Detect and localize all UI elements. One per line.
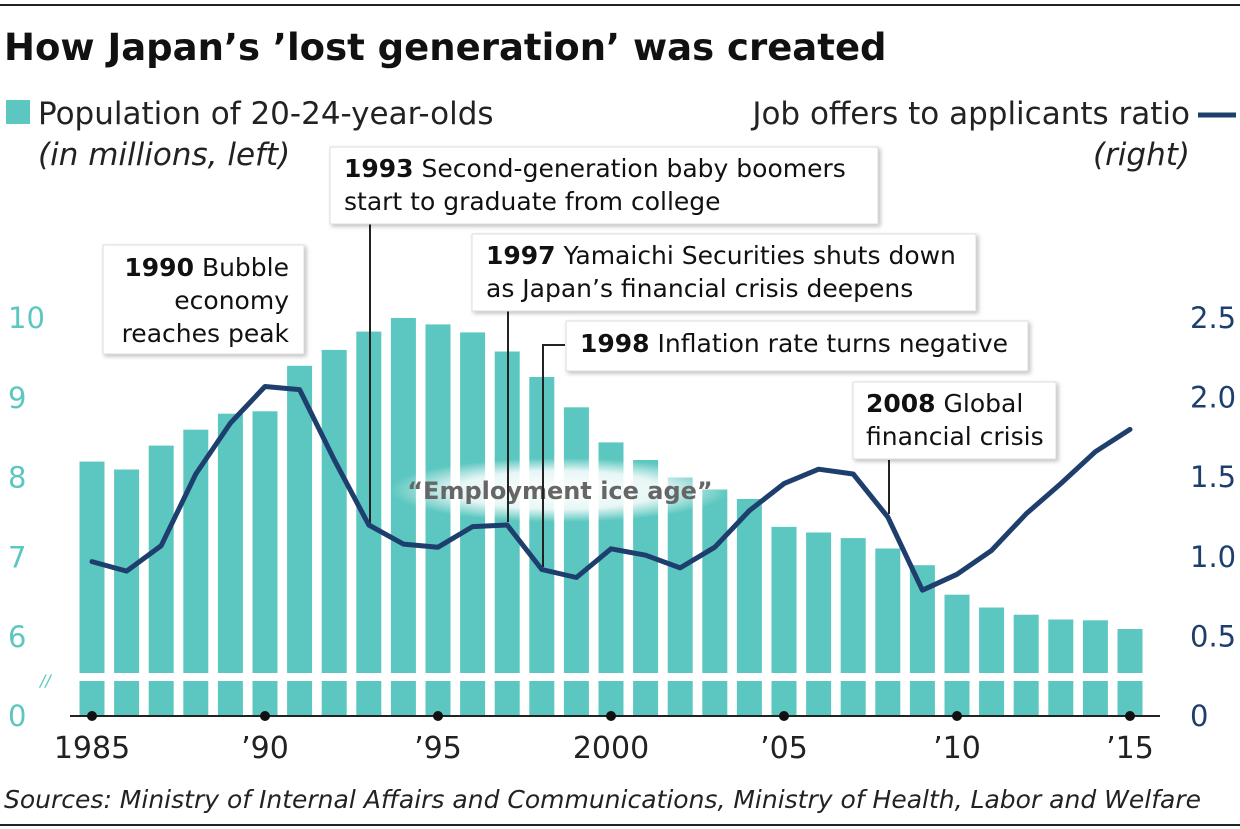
bar-1987 [148, 445, 174, 716]
line-legend-label: Job offers to applicants ratio [750, 96, 1190, 132]
y-left-tick-7: 7 [8, 540, 26, 574]
svg-text:1993 Second-generation baby bo: 1993 Second-generation baby boomers [344, 154, 846, 183]
y-right-tick-2.0: 2.0 [1190, 381, 1236, 415]
x-tick-dot-2000 [606, 711, 616, 721]
x-axis-ticks: 1985 ’90 ’95 2000 ’05 ’10 ’15 [54, 711, 1154, 766]
y-right-tick-1.5: 1.5 [1190, 460, 1236, 494]
bar-1998 [529, 377, 555, 716]
annotation-1993-line2: start to graduate from college [344, 187, 721, 216]
annotation-2008: 2008 Global financial crisis [852, 381, 1057, 460]
svg-text:1997 Yamaichi Securities shuts: 1997 Yamaichi Securities shuts down [486, 241, 956, 270]
bar-1999 [563, 407, 589, 716]
y-left-tick-10: 10 [8, 301, 45, 335]
annotation-1990: 1990 Bubble economy reaches peak [102, 244, 305, 355]
bar-2014 [1082, 620, 1108, 716]
axis-break-mark: // [38, 671, 52, 690]
y-left-tick-9: 9 [8, 381, 26, 415]
axis-break-band [70, 673, 1160, 681]
bottom-rule [0, 824, 1240, 826]
x-tick-label-1995: ’95 [414, 731, 462, 766]
bar-1990 [252, 411, 278, 716]
annotation-1997-year: 1997 [486, 241, 556, 270]
source-note: Sources: Ministry of Internal Affairs an… [4, 785, 1201, 814]
x-tick-label-1990: ’90 [241, 731, 289, 766]
chart-title: How Japan’s ’lost generation’ was create… [4, 26, 887, 69]
bar-2003 [702, 489, 728, 716]
annotation-1990-line2: economy [174, 286, 289, 315]
svg-text:2008 Global: 2008 Global [866, 389, 1023, 418]
annotation-1993-year: 1993 [344, 154, 414, 183]
bar-legend-label: Population of 20-24-year-olds [38, 96, 494, 132]
annotation-1998-line1: Inflation rate turns negative [658, 329, 1009, 358]
job-offers-line [89, 384, 1133, 593]
x-tick-label-2010: ’10 [933, 731, 981, 766]
x-tick-label-1985: 1985 [54, 731, 130, 766]
y-axis-right: 0 0.5 1.0 1.5 2.0 2.5 [1190, 301, 1236, 733]
line-legend-sublabel: (right) [1093, 137, 1190, 173]
x-tick-dot-2010 [952, 711, 962, 721]
annotation-1997-line1: Yamaichi Securities shuts down [563, 241, 956, 270]
annotation-2008-year: 2008 [866, 389, 936, 418]
annotation-2008-line2: financial crisis [866, 422, 1044, 451]
ice-age-glow [390, 458, 730, 522]
annotation-1990-line1: Bubble [202, 253, 289, 282]
annotation-1993-line1: Second-generation baby boomers [422, 154, 846, 183]
x-tick-dot-2015 [1125, 711, 1135, 721]
bar-2011 [979, 607, 1005, 716]
leader-line-1998 [542, 344, 565, 567]
bar-2008 [875, 548, 901, 716]
annotation-1990-year: 1990 [124, 253, 194, 282]
bar-2007 [840, 538, 866, 716]
x-tick-dot-1995 [433, 711, 443, 721]
svg-text:1998 Inflation rate turns nega: 1998 Inflation rate turns negative [580, 329, 1008, 358]
bar-2012 [1013, 614, 1039, 716]
bar-legend-swatch [6, 100, 30, 124]
x-tick-label-2015: ’15 [1106, 731, 1154, 766]
annotation-1993: 1993 Second-generation baby boomers star… [329, 146, 879, 225]
y-left-tick-6: 6 [8, 620, 26, 654]
bar-2015 [1117, 629, 1143, 716]
annotation-1998-year: 1998 [580, 329, 650, 358]
x-tick-dot-1990 [260, 711, 270, 721]
top-rule [0, 4, 1240, 6]
annotation-2008-line1: Global [944, 389, 1024, 418]
y-right-tick-2.5: 2.5 [1190, 301, 1236, 335]
bar-2010 [944, 594, 970, 716]
x-tick-label-2000: 2000 [573, 731, 649, 766]
annotation-1997: 1997 Yamaichi Securities shuts down as J… [471, 233, 977, 312]
bar-legend-sublabel: (in millions, left) [38, 137, 290, 173]
bar-2005 [771, 526, 797, 716]
ice-age-label: “Employment ice age” [407, 477, 712, 505]
bar-1994 [390, 318, 416, 716]
x-tick-dot-1985 [87, 711, 97, 721]
y-axis-left: 0 6 7 8 9 10 [8, 301, 45, 733]
bar-1991 [287, 365, 313, 716]
annotation-1997-line2: as Japan’s financial crisis deepens [486, 274, 913, 303]
bar-2004 [736, 499, 762, 716]
bar-1992 [321, 349, 347, 716]
svg-text:1990 Bubble: 1990 Bubble [124, 253, 289, 282]
bar-1989 [217, 413, 243, 716]
annotation-1990-line3: reaches peak [122, 319, 290, 348]
y-left-tick-8: 8 [8, 461, 26, 495]
y-left-tick-0: 0 [8, 699, 26, 733]
y-right-tick-1.0: 1.0 [1190, 540, 1236, 574]
y-right-tick-0.5: 0.5 [1190, 619, 1236, 653]
bar-2013 [1048, 619, 1074, 716]
y-right-tick-0: 0 [1190, 699, 1208, 733]
annotation-1998: 1998 Inflation rate turns negative [565, 320, 1029, 372]
x-tick-dot-2005 [779, 711, 789, 721]
bar-2006 [806, 532, 832, 716]
x-tick-label-2005: ’05 [760, 731, 808, 766]
bar-1995 [425, 324, 451, 716]
